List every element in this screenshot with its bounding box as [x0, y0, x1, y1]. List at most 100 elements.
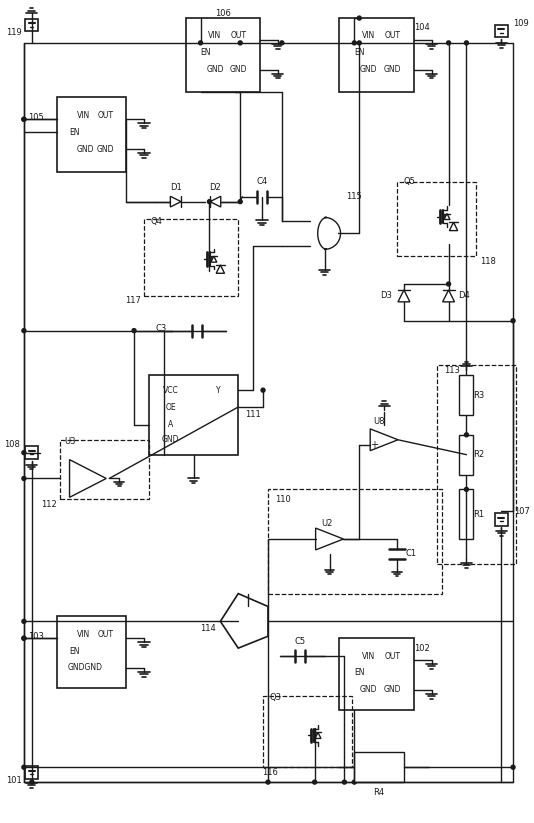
Text: U8: U8	[373, 417, 385, 426]
Text: EN: EN	[200, 49, 211, 58]
Bar	[26, 446, 38, 459]
Text: 112: 112	[41, 500, 57, 509]
Polygon shape	[450, 222, 458, 230]
Text: VCC: VCC	[163, 386, 179, 395]
Text: D1: D1	[170, 184, 182, 193]
Bar	[263, 695, 352, 767]
Bar	[186, 18, 260, 92]
Text: Y: Y	[216, 386, 221, 395]
Circle shape	[352, 41, 356, 45]
Circle shape	[280, 41, 284, 45]
Text: GND: GND	[97, 145, 114, 154]
Text: GND: GND	[384, 65, 401, 74]
Bar	[340, 18, 414, 92]
Circle shape	[465, 41, 468, 45]
Polygon shape	[211, 257, 214, 262]
Text: R3: R3	[473, 391, 484, 400]
Circle shape	[261, 388, 265, 392]
Bar	[340, 638, 414, 709]
Polygon shape	[443, 290, 454, 302]
Text: C4: C4	[256, 177, 268, 186]
Text: GND: GND	[162, 435, 179, 444]
Text: EN: EN	[354, 668, 365, 677]
Circle shape	[22, 636, 26, 640]
Circle shape	[266, 780, 270, 784]
Bar	[57, 97, 126, 172]
Text: U2: U2	[321, 518, 332, 528]
Circle shape	[511, 765, 515, 770]
Polygon shape	[216, 265, 224, 273]
Text: C3: C3	[155, 324, 167, 333]
Bar	[268, 490, 442, 593]
Text: 114: 114	[200, 624, 215, 633]
Text: GND: GND	[230, 65, 247, 74]
Circle shape	[465, 487, 468, 491]
Text: 106: 106	[215, 8, 231, 17]
Text: GND: GND	[360, 686, 378, 695]
Text: OUT: OUT	[97, 111, 113, 120]
Circle shape	[238, 200, 242, 203]
Text: U3: U3	[65, 437, 76, 446]
Polygon shape	[315, 732, 321, 738]
Text: 109: 109	[513, 19, 529, 27]
Circle shape	[22, 118, 26, 121]
Text: 104: 104	[414, 24, 430, 32]
Text: 113: 113	[444, 365, 459, 374]
Circle shape	[357, 16, 362, 20]
Bar	[495, 25, 507, 37]
Polygon shape	[318, 217, 341, 249]
Text: D4: D4	[459, 291, 470, 300]
Circle shape	[132, 328, 136, 332]
Text: VIN: VIN	[77, 630, 90, 639]
Text: +: +	[370, 439, 378, 449]
Text: EN: EN	[69, 128, 80, 137]
Text: OUT: OUT	[231, 31, 247, 40]
Polygon shape	[398, 290, 410, 302]
Bar	[437, 365, 516, 564]
Circle shape	[22, 118, 26, 121]
Circle shape	[22, 636, 26, 640]
Polygon shape	[221, 593, 268, 649]
Polygon shape	[370, 429, 398, 451]
Bar	[495, 513, 507, 526]
Text: EN: EN	[354, 49, 365, 58]
Text: D2: D2	[209, 184, 221, 193]
Polygon shape	[444, 214, 447, 219]
Text: Q4: Q4	[151, 217, 163, 226]
Circle shape	[22, 451, 26, 454]
Bar	[144, 219, 238, 296]
Text: A: A	[168, 421, 174, 430]
Text: OUT: OUT	[97, 630, 113, 639]
Text: D3: D3	[380, 291, 392, 300]
Text: GNDGND: GNDGND	[68, 663, 103, 672]
Circle shape	[22, 477, 26, 481]
Circle shape	[199, 41, 202, 45]
Polygon shape	[170, 196, 181, 207]
Text: GND: GND	[77, 145, 94, 154]
Text: 116: 116	[262, 768, 278, 777]
Text: 115: 115	[347, 193, 362, 201]
Text: VIN: VIN	[362, 31, 375, 40]
Circle shape	[446, 282, 451, 286]
Polygon shape	[211, 256, 217, 263]
Bar	[397, 182, 476, 256]
Text: 108: 108	[4, 440, 20, 449]
Text: OE: OE	[166, 402, 176, 412]
Text: 103: 103	[28, 632, 44, 641]
Text: GND: GND	[360, 65, 378, 74]
Text: VIN: VIN	[362, 652, 375, 661]
Text: VIN: VIN	[77, 111, 90, 120]
Polygon shape	[69, 459, 106, 497]
Circle shape	[511, 319, 515, 323]
Bar	[57, 616, 126, 688]
Circle shape	[208, 200, 211, 203]
Circle shape	[30, 780, 34, 784]
Text: 118: 118	[481, 257, 496, 266]
Text: R1: R1	[473, 509, 484, 518]
Text: C5: C5	[294, 637, 305, 646]
Polygon shape	[210, 196, 221, 207]
Text: 101: 101	[6, 775, 22, 784]
Text: R2: R2	[473, 450, 484, 459]
Circle shape	[22, 765, 26, 770]
Bar	[459, 435, 473, 475]
